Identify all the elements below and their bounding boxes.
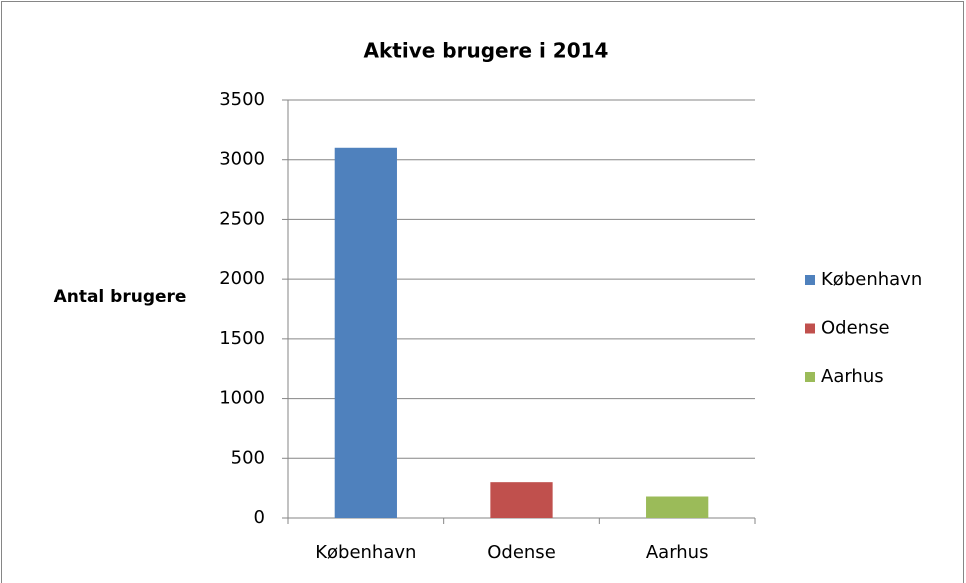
legend-swatch — [805, 275, 815, 285]
x-tick-label: Aarhus — [646, 542, 709, 563]
legend-label: København — [821, 269, 922, 290]
y-tick-label: 0 — [254, 507, 265, 528]
bar — [334, 147, 397, 518]
y-tick-label: 3500 — [219, 89, 265, 110]
x-tick-label: København — [315, 542, 416, 563]
y-axis-label: Antal brugere — [54, 287, 187, 307]
legend-label: Odense — [821, 318, 890, 339]
bar — [646, 496, 709, 518]
legend-label: Aarhus — [821, 366, 884, 387]
y-tick-label: 1000 — [219, 388, 265, 409]
y-tick-label: 2500 — [219, 208, 265, 229]
legend-swatch — [805, 372, 815, 382]
y-tick-label: 2000 — [219, 268, 265, 289]
y-tick-label: 500 — [231, 447, 265, 468]
y-tick-label: 3000 — [219, 149, 265, 170]
bar — [490, 482, 553, 518]
y-tick-label: 1500 — [219, 328, 265, 349]
x-tick-label: Odense — [487, 542, 556, 563]
legend-swatch — [805, 323, 815, 334]
chart-title: Aktive brugere i 2014 — [364, 39, 609, 63]
